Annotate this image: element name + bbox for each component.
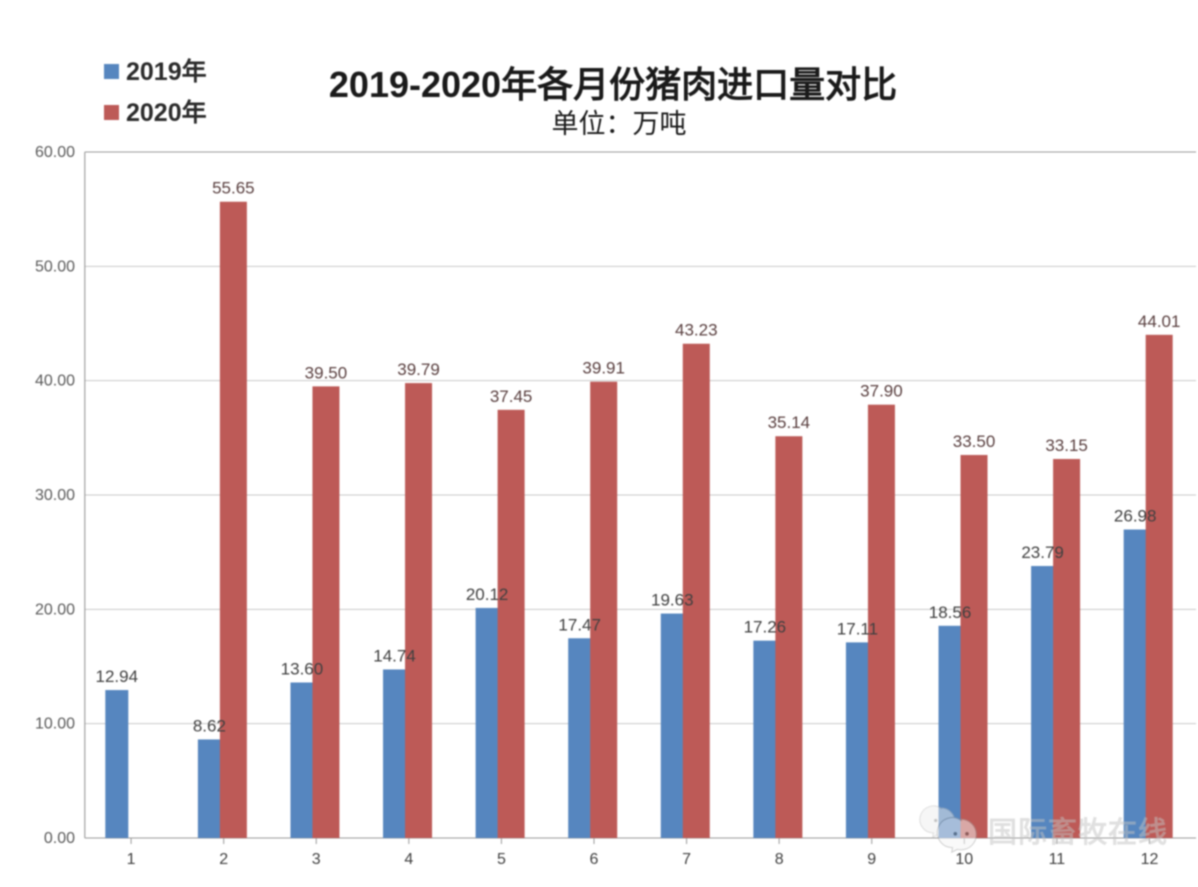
svg-text:23.79: 23.79 xyxy=(1021,543,1064,562)
svg-text:2: 2 xyxy=(219,851,228,868)
svg-text:0.00: 0.00 xyxy=(44,830,75,847)
svg-text:18.56: 18.56 xyxy=(929,603,972,622)
svg-text:1: 1 xyxy=(127,851,136,868)
svg-text:33.15: 33.15 xyxy=(1045,436,1088,455)
svg-text:12: 12 xyxy=(1141,851,1159,868)
svg-text:20.00: 20.00 xyxy=(35,601,75,618)
svg-text:10: 10 xyxy=(955,851,973,868)
svg-text:43.23: 43.23 xyxy=(675,321,718,340)
svg-text:17.11: 17.11 xyxy=(837,619,878,638)
svg-text:2020年: 2020年 xyxy=(126,98,207,127)
svg-text:12.94: 12.94 xyxy=(96,667,139,686)
svg-text:39.79: 39.79 xyxy=(397,360,440,379)
svg-text:37.45: 37.45 xyxy=(490,387,533,406)
svg-text:17.26: 17.26 xyxy=(744,618,787,637)
svg-text:2019年: 2019年 xyxy=(126,57,207,86)
svg-text:8: 8 xyxy=(775,851,784,868)
svg-text:33.50: 33.50 xyxy=(953,432,996,451)
svg-text:8.62: 8.62 xyxy=(193,716,226,735)
svg-text:50.00: 50.00 xyxy=(35,258,75,275)
svg-text:30.00: 30.00 xyxy=(35,487,75,504)
svg-text:26.98: 26.98 xyxy=(1114,507,1157,526)
svg-text:11: 11 xyxy=(1049,851,1066,868)
svg-text:35.14: 35.14 xyxy=(768,413,811,432)
svg-text:7: 7 xyxy=(682,851,691,868)
svg-text:37.90: 37.90 xyxy=(860,382,903,401)
svg-text:国际畜牧在线: 国际畜牧在线 xyxy=(988,816,1168,849)
svg-text:5: 5 xyxy=(497,851,506,868)
svg-text:40.00: 40.00 xyxy=(35,373,75,390)
svg-text:单位：万吨: 单位：万吨 xyxy=(552,109,687,139)
svg-text:39.91: 39.91 xyxy=(582,359,625,378)
svg-text:4: 4 xyxy=(404,851,413,868)
svg-text:39.50: 39.50 xyxy=(305,363,348,382)
svg-text:20.12: 20.12 xyxy=(466,585,509,604)
svg-text:60.00: 60.00 xyxy=(35,144,75,161)
svg-text:6: 6 xyxy=(590,851,599,868)
svg-text:19.63: 19.63 xyxy=(651,591,694,610)
svg-text:55.65: 55.65 xyxy=(212,179,255,198)
svg-text:17.47: 17.47 xyxy=(558,615,601,634)
svg-text:9: 9 xyxy=(867,851,876,868)
svg-text:2019-2020年各月份猪肉进口量对比: 2019-2020年各月份猪肉进口量对比 xyxy=(329,64,897,105)
svg-text:3: 3 xyxy=(312,851,321,868)
svg-text:10.00: 10.00 xyxy=(35,716,75,733)
svg-text:44.01: 44.01 xyxy=(1138,312,1181,331)
svg-text:13.60: 13.60 xyxy=(281,660,324,679)
svg-text:14.74: 14.74 xyxy=(373,646,416,665)
